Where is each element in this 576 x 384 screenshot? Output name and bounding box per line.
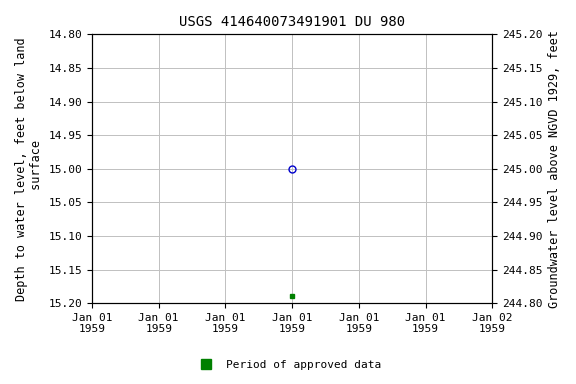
Legend: Period of approved data: Period of approved data (191, 356, 385, 375)
Y-axis label: Groundwater level above NGVD 1929, feet: Groundwater level above NGVD 1929, feet (548, 30, 561, 308)
Title: USGS 414640073491901 DU 980: USGS 414640073491901 DU 980 (179, 15, 405, 29)
Y-axis label: Depth to water level, feet below land
 surface: Depth to water level, feet below land su… (15, 37, 43, 301)
